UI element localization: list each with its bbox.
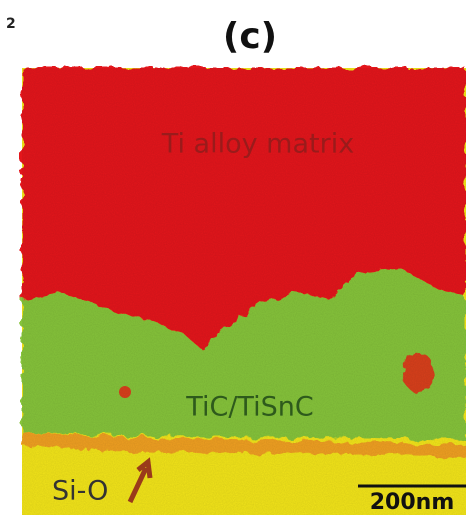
scale-bar-label: 200nm xyxy=(370,490,455,515)
corner-text: 2 xyxy=(6,16,16,32)
matrix-label: Ti alloy matrix xyxy=(161,129,354,160)
oxide-label: Si-O xyxy=(52,476,108,507)
panel-label: (c) xyxy=(223,16,277,57)
figure-panel: 2 (c) Ti alloy matrix TiC/TiSnC Si-O 200… xyxy=(0,0,466,515)
layer-label: TiC/TiSnC xyxy=(185,392,313,423)
